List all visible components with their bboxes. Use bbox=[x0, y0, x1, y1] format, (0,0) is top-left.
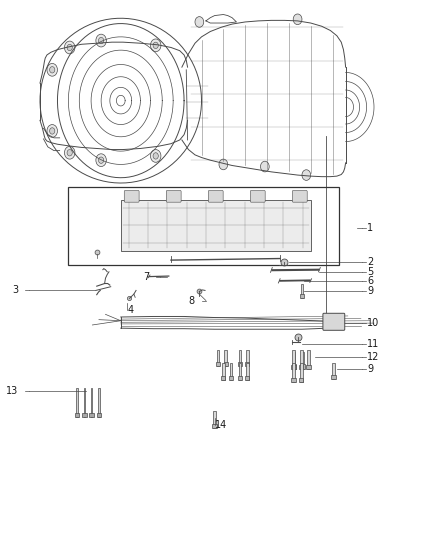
Bar bbox=[84, 387, 85, 417]
Circle shape bbox=[67, 150, 72, 156]
Bar bbox=[212, 424, 217, 428]
FancyBboxPatch shape bbox=[323, 313, 345, 330]
Bar bbox=[299, 365, 304, 369]
Bar bbox=[230, 364, 233, 380]
Bar bbox=[239, 351, 241, 367]
Text: 3: 3 bbox=[12, 286, 18, 295]
Bar bbox=[216, 362, 220, 367]
Bar bbox=[75, 413, 79, 417]
Circle shape bbox=[195, 17, 204, 27]
Bar bbox=[82, 413, 87, 417]
Circle shape bbox=[96, 154, 106, 166]
Text: 11: 11 bbox=[367, 338, 380, 349]
Bar bbox=[239, 364, 241, 380]
Bar bbox=[246, 364, 248, 380]
Circle shape bbox=[47, 63, 57, 76]
Circle shape bbox=[219, 159, 228, 169]
Text: 1: 1 bbox=[367, 223, 374, 233]
FancyBboxPatch shape bbox=[124, 190, 139, 202]
Bar bbox=[300, 365, 305, 368]
Bar bbox=[245, 362, 249, 367]
Circle shape bbox=[150, 39, 161, 52]
FancyBboxPatch shape bbox=[251, 190, 265, 202]
Circle shape bbox=[99, 37, 104, 44]
Bar bbox=[76, 387, 78, 417]
Circle shape bbox=[99, 157, 104, 164]
Bar bbox=[300, 294, 304, 298]
Bar bbox=[300, 351, 303, 369]
Bar bbox=[307, 351, 310, 369]
Bar bbox=[299, 377, 304, 382]
Bar bbox=[306, 365, 311, 369]
Bar bbox=[332, 364, 335, 379]
Circle shape bbox=[153, 153, 158, 159]
Bar bbox=[121, 200, 311, 251]
Bar bbox=[91, 387, 92, 417]
Bar bbox=[245, 376, 249, 380]
Circle shape bbox=[47, 125, 57, 138]
Circle shape bbox=[96, 34, 106, 47]
Bar bbox=[221, 376, 225, 380]
Bar bbox=[292, 364, 295, 382]
Bar bbox=[293, 352, 295, 368]
Text: 5: 5 bbox=[367, 267, 374, 277]
Bar bbox=[224, 351, 227, 367]
Bar bbox=[291, 377, 296, 382]
Bar bbox=[300, 364, 303, 382]
Bar bbox=[223, 362, 227, 367]
Text: 4: 4 bbox=[127, 305, 134, 315]
Bar bbox=[89, 413, 94, 417]
Circle shape bbox=[49, 128, 55, 134]
Text: 6: 6 bbox=[367, 277, 374, 286]
Circle shape bbox=[293, 14, 302, 25]
Text: 8: 8 bbox=[189, 295, 195, 305]
Text: 7: 7 bbox=[143, 272, 149, 281]
Text: 12: 12 bbox=[367, 352, 380, 362]
Circle shape bbox=[153, 42, 158, 49]
Circle shape bbox=[261, 161, 269, 172]
Circle shape bbox=[64, 41, 75, 54]
Text: 10: 10 bbox=[367, 318, 380, 328]
FancyBboxPatch shape bbox=[292, 190, 307, 202]
Circle shape bbox=[64, 147, 75, 159]
Bar bbox=[213, 411, 216, 428]
Bar bbox=[292, 365, 296, 368]
Bar bbox=[217, 351, 219, 367]
Circle shape bbox=[302, 169, 311, 180]
Bar bbox=[238, 362, 242, 367]
Bar bbox=[300, 284, 303, 298]
Bar bbox=[292, 351, 295, 369]
Bar bbox=[291, 365, 296, 369]
Bar bbox=[301, 352, 304, 368]
Bar bbox=[97, 413, 101, 417]
Text: 13: 13 bbox=[6, 386, 18, 397]
Bar bbox=[229, 376, 233, 380]
Circle shape bbox=[49, 67, 55, 73]
Circle shape bbox=[150, 150, 161, 163]
Bar bbox=[98, 387, 100, 417]
Bar bbox=[246, 351, 248, 367]
FancyBboxPatch shape bbox=[166, 190, 181, 202]
Circle shape bbox=[67, 44, 72, 51]
Bar bbox=[238, 376, 242, 380]
Text: 14: 14 bbox=[215, 420, 227, 430]
Bar bbox=[222, 364, 225, 380]
Text: 9: 9 bbox=[367, 364, 374, 374]
Text: 9: 9 bbox=[367, 286, 374, 296]
Bar bbox=[331, 375, 336, 379]
Bar bbox=[68, 187, 339, 265]
Text: 2: 2 bbox=[367, 257, 374, 266]
FancyBboxPatch shape bbox=[208, 190, 223, 202]
